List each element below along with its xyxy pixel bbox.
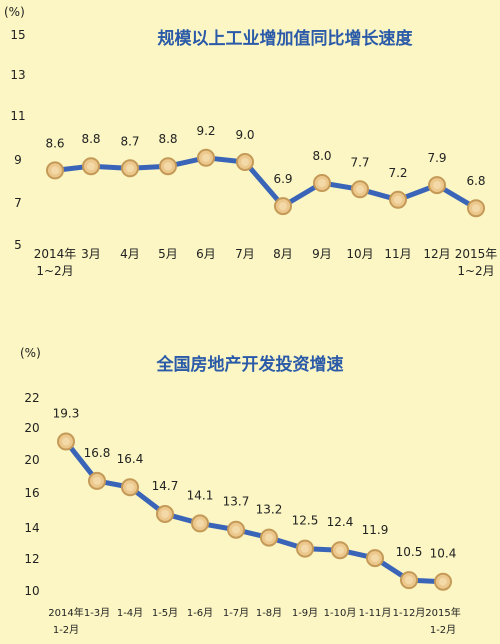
data-point-marker-inner xyxy=(356,185,364,194)
chart1-title: 规模以上工业增加值同比增长速度 xyxy=(158,28,414,49)
data-label: 8.6 xyxy=(45,136,64,150)
x-tick-label: 1-11月 xyxy=(359,607,392,619)
data-point-marker-inner xyxy=(241,158,249,166)
data-point-marker-inner xyxy=(164,162,172,171)
data-point-marker-inner xyxy=(472,204,480,213)
data-label: 13.7 xyxy=(223,495,250,509)
x-tick-label: 11月 xyxy=(384,247,411,261)
x-tick-label: 2015年 xyxy=(425,606,460,619)
y-tick-label: 10 xyxy=(24,584,39,598)
data-label: 10.5 xyxy=(396,545,423,559)
data-label: 14.1 xyxy=(187,488,214,502)
data-point-marker-inner xyxy=(265,533,273,542)
data-label: 8.8 xyxy=(81,132,100,146)
x-tick-label: 1-5月 xyxy=(152,607,178,619)
data-label: 8.8 xyxy=(158,132,177,146)
data-point-marker-inner xyxy=(126,483,134,492)
data-point-marker-inner xyxy=(93,476,101,485)
y-tick-label: 5 xyxy=(14,238,22,252)
x-tick-label: 10月 xyxy=(346,247,373,261)
x-tick-label: 3月 xyxy=(81,247,101,261)
data-label: 9.0 xyxy=(235,128,254,142)
series-line xyxy=(54,155,478,211)
data-label: 6.8 xyxy=(466,174,485,188)
x-tick-label: 6月 xyxy=(196,247,216,261)
y-tick-label: 12 xyxy=(24,552,39,566)
data-point-marker-inner xyxy=(279,202,287,211)
data-label: 19.3 xyxy=(53,407,80,421)
data-label: 16.8 xyxy=(84,446,111,460)
x-tick-label: 1-2月 xyxy=(430,624,456,636)
data-point-marker-inner xyxy=(433,181,441,190)
x-tick-label: 1-2月 xyxy=(53,624,79,636)
data-point-marker-inner xyxy=(439,577,447,586)
x-tick-label: 1-4月 xyxy=(117,607,143,619)
data-label: 11.9 xyxy=(362,523,389,537)
data-point-marker-inner xyxy=(232,525,240,534)
y-tick-label: 7 xyxy=(14,196,22,210)
data-label: 16.4 xyxy=(117,452,144,466)
y-tick-label: 14 xyxy=(24,521,39,535)
x-tick-label: 1-6月 xyxy=(187,607,213,619)
data-point-marker-inner xyxy=(196,519,204,528)
data-point-marker-inner xyxy=(318,179,326,187)
x-tick-label: 8月 xyxy=(273,247,293,261)
data-point-marker-inner xyxy=(126,164,134,173)
x-tick-label: 2014年 xyxy=(48,606,83,619)
x-tick-label: 1-9月 xyxy=(292,607,318,619)
x-tick-label: 1-7月 xyxy=(223,607,249,619)
data-point-marker-inner xyxy=(371,554,379,563)
data-point-marker-inner xyxy=(161,509,169,518)
data-label: 12.5 xyxy=(292,514,319,528)
y-tick-label: 13 xyxy=(10,68,25,82)
data-label: 7.2 xyxy=(388,166,407,180)
x-tick-label: 4月 xyxy=(120,247,140,261)
x-tick-label: 2015年 xyxy=(455,247,498,261)
y-tick-label: 9 xyxy=(14,153,22,167)
x-tick-label: 5月 xyxy=(158,247,178,261)
chart2-title: 全国房地产开发投资增速 xyxy=(156,354,344,375)
data-point-marker-inner xyxy=(405,576,413,585)
data-label: 13.2 xyxy=(256,503,283,517)
y-tick-label: 11 xyxy=(10,109,25,123)
x-tick-label: 1-12月 xyxy=(393,607,426,619)
x-tick-label: 9月 xyxy=(312,247,332,261)
x-tick-label: 2014年 xyxy=(34,247,77,261)
data-point-marker-inner xyxy=(87,162,95,171)
data-point-marker-inner xyxy=(394,195,402,204)
data-point-marker-inner xyxy=(336,546,344,555)
data-label: 7.7 xyxy=(350,155,369,169)
x-tick-label: 12月 xyxy=(423,247,450,261)
data-label: 8.0 xyxy=(312,149,331,163)
data-point-marker-inner xyxy=(301,544,309,553)
data-point-marker-inner xyxy=(51,166,59,175)
y-tick-label: 15 xyxy=(10,28,25,42)
y-tick-label: 16 xyxy=(24,486,39,500)
x-tick-label: 1-8月 xyxy=(256,607,282,619)
x-tick-label: 1~2月 xyxy=(457,264,494,278)
data-label: 14.7 xyxy=(152,479,179,493)
chart2-unit: (%) xyxy=(20,346,41,360)
x-tick-label: 1-3月 xyxy=(84,607,110,619)
data-label: 6.9 xyxy=(273,172,292,186)
data-label: 12.4 xyxy=(327,515,354,529)
y-tick-label: 22 xyxy=(24,391,39,405)
x-tick-label: 7月 xyxy=(235,247,255,261)
y-tick-label: 20 xyxy=(24,453,39,467)
data-label: 9.2 xyxy=(196,124,215,138)
data-label: 8.7 xyxy=(120,134,139,148)
x-tick-label: 1-10月 xyxy=(324,607,357,619)
y-tick-label: 20 xyxy=(24,421,39,435)
x-tick-label: 1~2月 xyxy=(36,264,73,278)
data-point-marker-inner xyxy=(62,437,70,446)
chart1-unit: (%) xyxy=(4,5,25,19)
data-label: 7.9 xyxy=(427,151,446,165)
data-point-marker-inner xyxy=(202,153,210,162)
data-label: 10.4 xyxy=(430,547,457,561)
